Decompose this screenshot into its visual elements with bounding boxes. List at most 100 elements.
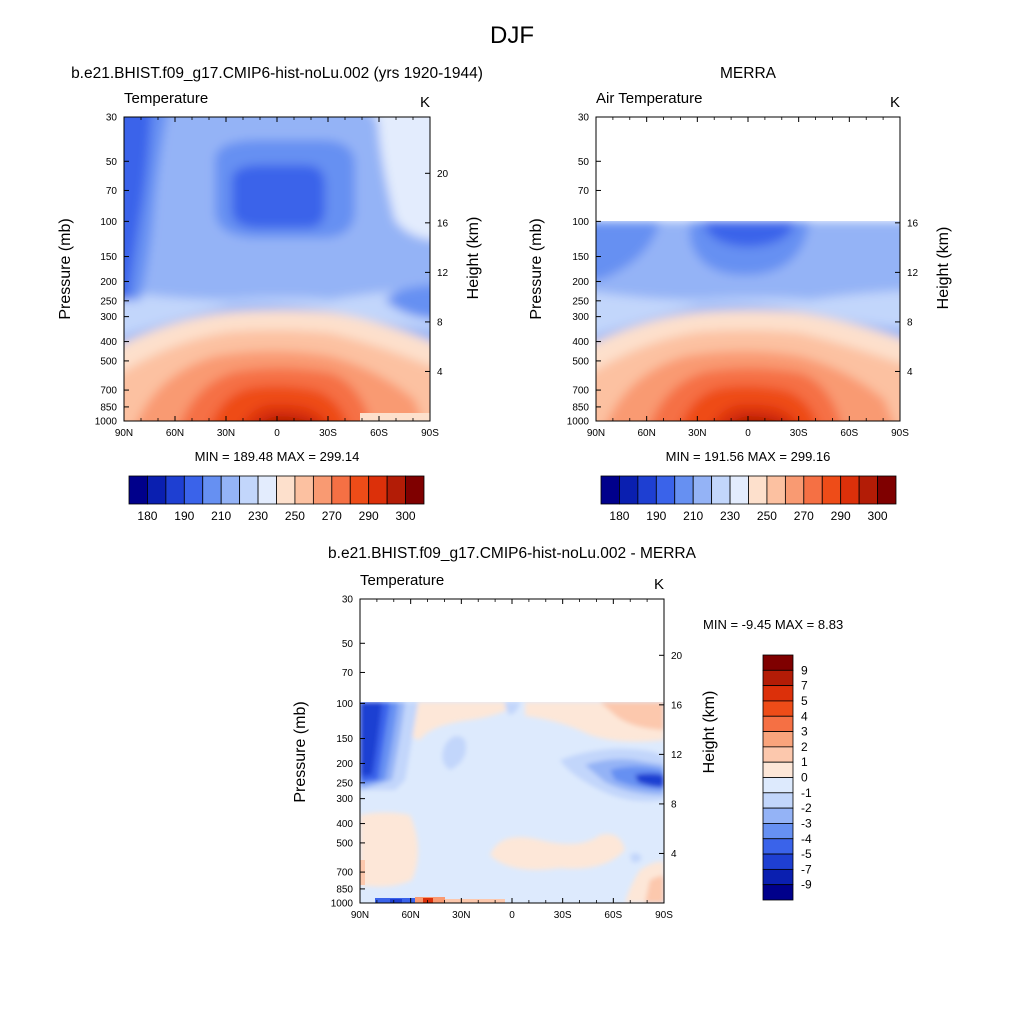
- y-tick-label: 250: [100, 296, 117, 307]
- x-tick-label: 60N: [166, 428, 184, 439]
- colorbar-label: 210: [211, 509, 231, 523]
- colorbar-label: -5: [801, 847, 812, 861]
- panel-diff-colorbar: 9 754 321 0-1-2-3 -4-5-7 -9: [762, 654, 812, 901]
- panel-diff-units: K: [654, 576, 664, 593]
- y2-tick-label: 16: [671, 700, 683, 711]
- colorbar-box: [239, 475, 259, 505]
- colorbar-box: [821, 475, 842, 505]
- y-tick-label: 50: [578, 157, 590, 168]
- colorbar-label: -9: [801, 878, 812, 892]
- panel-model-title: b.e21.BHIST.f09_g17.CMIP6-hist-noLu.002 …: [71, 65, 483, 82]
- colorbar-box: [766, 475, 786, 505]
- colorbar-box: [405, 475, 425, 505]
- colorbar-box: [762, 838, 794, 855]
- y-tick-label: 70: [578, 186, 590, 197]
- x-tick-label: 90N: [587, 428, 605, 439]
- y-tick-label: 150: [336, 734, 353, 745]
- x-tick-label: 60S: [840, 428, 858, 439]
- y2-tick-label: 16: [907, 218, 919, 229]
- panel-model-units: K: [420, 94, 430, 111]
- colorbar-box: [294, 475, 314, 505]
- colorbar-label: -3: [801, 816, 812, 830]
- panel-model-ylabel: Pressure (mb): [57, 218, 74, 319]
- colorbar-box: [202, 475, 222, 505]
- colorbar-label: 2: [801, 740, 808, 754]
- panel-merra-minmax: MIN = 191.56 MAX = 299.16: [666, 449, 831, 464]
- colorbar-label: 230: [248, 509, 268, 523]
- colorbar-box: [858, 475, 878, 505]
- colorbar-label: 9: [801, 663, 808, 677]
- panel-merra-y2label: Height (km): [935, 227, 952, 310]
- colorbar-label: 1: [801, 755, 808, 769]
- colorbar-box: [762, 746, 794, 763]
- x-tick-label: 30S: [319, 428, 337, 439]
- x-tick-label: 60S: [604, 910, 622, 921]
- y-tick-label: 50: [342, 639, 354, 650]
- y-tick-label: 300: [100, 312, 117, 323]
- y-tick-label: 400: [336, 819, 353, 830]
- colorbar-label: 180: [137, 509, 157, 523]
- y2-tick-label: 8: [437, 317, 443, 328]
- x-tick-label: 90S: [421, 428, 439, 439]
- x-tick-label: 30S: [554, 910, 572, 921]
- y-tick-label: 100: [336, 699, 353, 710]
- y-tick-label: 1000: [95, 417, 118, 428]
- colorbar-box: [762, 884, 794, 901]
- panel-merra-colorbar: 180 190 210 230 250 270 290 300: [600, 475, 897, 523]
- y-tick-label: 200: [336, 759, 353, 770]
- y2-tick-label: 12: [907, 268, 919, 279]
- y-tick-label: 1000: [567, 417, 590, 428]
- colorbar-label: -4: [801, 832, 812, 846]
- panel-model-minmax: MIN = 189.48 MAX = 299.14: [195, 449, 360, 464]
- y2-tick-label: 4: [671, 849, 677, 860]
- y-tick-label: 200: [100, 277, 117, 288]
- panel-model-subtitle: Temperature: [124, 90, 208, 107]
- x-tick-label: 0: [509, 910, 515, 921]
- colorbar-label: 300: [396, 509, 416, 523]
- colorbar-label: 290: [831, 509, 851, 523]
- x-tick-label: 30N: [452, 910, 470, 921]
- y-tick-label: 850: [100, 402, 117, 413]
- panel-diff-field: [360, 599, 664, 903]
- colorbar-box: [165, 475, 185, 505]
- y-tick-label: 850: [336, 884, 353, 895]
- colorbar-box: [762, 761, 794, 778]
- panel-model: b.e21.BHIST.f09_g17.CMIP6-hist-noLu.002 …: [57, 65, 483, 523]
- panel-merra-axes: 90N 60N 30N 0 30S 60S 90S 30 50 70 100 150 200 250 300…: [567, 113, 919, 440]
- y-tick-label: 700: [100, 386, 117, 397]
- colorbar-label: 190: [174, 509, 194, 523]
- colorbar-label: -7: [801, 862, 812, 876]
- colorbar-box: [762, 868, 794, 886]
- colorbar-label: 270: [322, 509, 342, 523]
- y-tick-label: 150: [572, 252, 589, 263]
- colorbar-box: [674, 475, 694, 505]
- colorbar-label: 4: [801, 709, 808, 723]
- y-tick-label: 500: [100, 356, 117, 367]
- y2-tick-label: 12: [437, 268, 449, 279]
- colorbar-label: -1: [801, 786, 812, 800]
- panel-model-axes: 90N 60N 30N 0 30S 60S 90S 30 50 70 100 150 200 250 300…: [95, 113, 449, 440]
- panel-model-field: [124, 117, 430, 421]
- x-tick-label: 30N: [217, 428, 235, 439]
- colorbar-box: [711, 475, 731, 505]
- y-tick-label: 700: [572, 386, 589, 397]
- colorbar-label: 250: [285, 509, 305, 523]
- colorbar-box: [762, 777, 794, 794]
- panel-diff-minmax: MIN = -9.45 MAX = 8.83: [703, 617, 843, 632]
- x-tick-label: 0: [274, 428, 280, 439]
- panel-diff-axes: 90N 60N 30N 0 30S 60S 90S 30 50 70 100 150 200 250 300…: [331, 595, 683, 922]
- colorbar-box: [762, 792, 794, 809]
- colorbar-box: [762, 715, 794, 732]
- colorbar-box: [729, 475, 749, 505]
- y2-tick-label: 20: [437, 169, 449, 180]
- colorbar-label: 290: [359, 509, 379, 523]
- x-tick-label: 90N: [351, 910, 369, 921]
- y-tick-label: 30: [106, 113, 118, 124]
- colorbar-box: [128, 475, 148, 505]
- colorbar-box: [877, 475, 897, 505]
- colorbar-label: 230: [720, 509, 740, 523]
- colorbar-box: [276, 475, 296, 505]
- colorbar-box: [762, 853, 794, 870]
- colorbar-label: 7: [801, 679, 808, 693]
